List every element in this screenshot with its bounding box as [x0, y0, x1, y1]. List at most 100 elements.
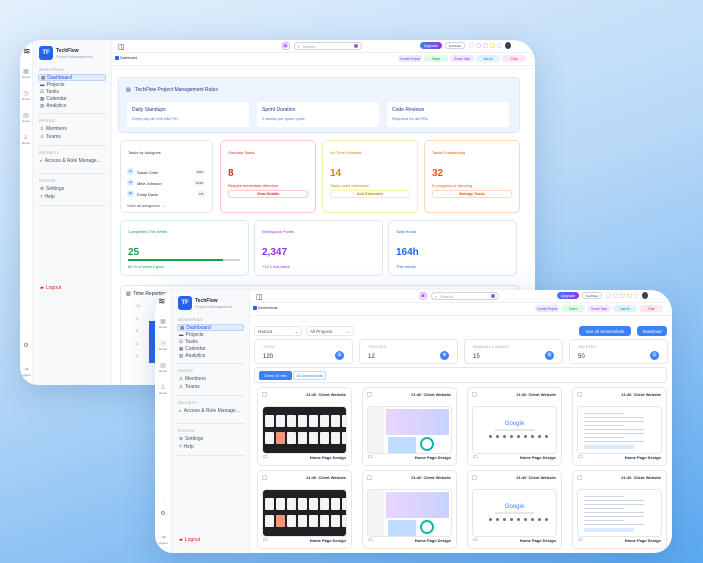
sidebar-item-calendar[interactable]: ▦ Calendar [38, 95, 106, 102]
sidebar-item-dashboard[interactable]: ▦ Dashboard [177, 324, 244, 331]
select-checkbox[interactable] [577, 392, 582, 397]
app-logo-icon: ≋ [158, 296, 166, 306]
sidebar-item-analytics[interactable]: ▥ Analytics [38, 102, 106, 109]
settings-icon[interactable]: ⚙ [23, 343, 29, 349]
screenshot-task: Home Page Design [414, 455, 451, 460]
sidebar-item-teams[interactable]: ♙ Teams [38, 133, 106, 140]
view-all-assignees-link[interactable]: View all assignees → [127, 203, 165, 208]
chat-button[interactable]: Chat [502, 55, 526, 62]
sidebar-item-help[interactable]: ? Help [38, 193, 106, 200]
bell-icon[interactable]: ♪ [25, 329, 27, 333]
toggle-sidebar-icon[interactable]: ◫ [256, 294, 263, 301]
share-button[interactable]: Share [424, 55, 448, 62]
mail-icon[interactable] [620, 293, 625, 298]
sidebar-item-projects[interactable]: ▬ Projects [177, 331, 244, 338]
rail-grid-button[interactable]: ▦ Home [20, 68, 32, 79]
rail-users-button[interactable]: ♙ Home [20, 134, 32, 145]
sidebar-item-members[interactable]: ♙ Members [38, 125, 106, 132]
search-input[interactable]: ⌕ Search [431, 292, 499, 300]
select-checkbox[interactable] [367, 392, 372, 397]
tab-all-screenshots[interactable]: All Screenshots [293, 371, 326, 380]
gift-icon[interactable] [476, 43, 481, 48]
bell-icon[interactable]: ♪ [162, 497, 164, 501]
calendar-icon[interactable]: ▣ [281, 42, 290, 50]
alert-action-button[interactable]: Manage Tasks [432, 190, 512, 198]
toggle-sidebar-icon[interactable]: ◫ [118, 44, 125, 51]
rail-logout-button[interactable]: ⇥ Logout [155, 534, 171, 545]
screenshot-thumbnail[interactable] [577, 406, 662, 454]
rail-clock-button[interactable]: ◷ Home [20, 90, 32, 101]
logout-button[interactable]: ▰ Logout [38, 284, 61, 291]
stat-card-manually-added: Manually Added 15 ⊠ [464, 339, 563, 364]
create-project-button[interactable]: Create Project [535, 305, 559, 312]
sidebar-item-settings[interactable]: ⚙ Settings [38, 185, 106, 192]
info-icon[interactable] [497, 43, 502, 48]
screenshot-thumbnail[interactable] [262, 406, 347, 454]
alert-action-button[interactable]: View Details [228, 190, 308, 198]
alert-action-button[interactable]: Add Estimates [330, 190, 410, 198]
sidebar-item-tasks[interactable]: ☑ Tasks [177, 338, 244, 345]
screenshot-thumbnail[interactable]: Google [472, 406, 557, 454]
sidebar-item-tasks[interactable]: ☑ Tasks [38, 88, 106, 95]
sidebar-item-dashboard[interactable]: ▦ Dashboard [38, 74, 106, 81]
rail-file-button[interactable]: ▤ Home [155, 362, 171, 373]
gift-icon[interactable] [613, 293, 618, 298]
select-checkbox[interactable] [262, 475, 267, 480]
screenshot-thumbnail[interactable]: Google [472, 489, 557, 537]
screenshot-thumbnail[interactable] [367, 489, 452, 537]
smart-task-button[interactable]: Smart Task [450, 55, 474, 62]
sidebar-item-settings[interactable]: ⚙ Settings [177, 435, 244, 442]
select-checkbox[interactable] [262, 392, 267, 397]
workspace-switcher[interactable]: TechFlow [445, 42, 465, 49]
smart-task-button[interactable]: Smart Task [587, 305, 611, 312]
rail-logout-button[interactable]: ⇥ Logout [20, 366, 32, 377]
sidebar-item-access[interactable]: ◐ Access & Role Manage... [38, 157, 106, 164]
rail-users-button[interactable]: ♙ Home [155, 384, 171, 395]
select-checkbox[interactable] [367, 475, 372, 480]
see-all-screenshots-button[interactable]: See All Screenshots [579, 326, 631, 336]
avatar[interactable] [642, 292, 648, 299]
nav-icon: ▬ [179, 332, 184, 337]
sidebar-item-teams[interactable]: ♙ Teams [177, 383, 244, 390]
select-checkbox[interactable] [577, 475, 582, 480]
sun-icon[interactable] [490, 43, 495, 48]
grid-icon[interactable] [469, 43, 474, 48]
chat-button[interactable]: Chat [639, 305, 663, 312]
screenshot-thumbnail[interactable] [262, 489, 347, 537]
download-button[interactable]: Download [637, 326, 667, 336]
logout-button[interactable]: ▰ Logout [177, 536, 200, 543]
mail-icon[interactable] [483, 43, 488, 48]
sidebar-item-members[interactable]: ♙ Members [177, 375, 244, 382]
assignee-name: Mike Johnson [137, 180, 162, 186]
info-icon[interactable] [634, 293, 639, 298]
select-checkbox[interactable] [472, 475, 477, 480]
settings-icon[interactable]: ⚙ [160, 511, 166, 517]
search-input[interactable]: ⌕ Search [293, 42, 362, 50]
sidebar-item-access[interactable]: ◐ Access & Role Manage... [177, 407, 244, 414]
tab-every-10-min[interactable]: Every 10 min [259, 371, 292, 380]
create-project-button[interactable]: Create Project [398, 55, 422, 62]
share-button[interactable]: Share [561, 305, 585, 312]
ask-ai-button[interactable]: Ask AI [476, 55, 500, 62]
nav-icon: ◐ [179, 408, 182, 413]
workspace-switcher[interactable]: TechFlow [582, 292, 602, 299]
sun-icon[interactable] [627, 293, 632, 298]
screenshot-thumbnail[interactable] [577, 489, 662, 537]
project-filter-dropdown[interactable]: All Projects ⌄ [306, 326, 354, 336]
sidebar-item-calendar[interactable]: ▦ Calendar [177, 345, 244, 352]
grid-icon[interactable] [606, 293, 611, 298]
rail-grid-button[interactable]: ▦ Home [155, 318, 171, 329]
user-filter-dropdown[interactable]: Hamza ⌄ [254, 326, 302, 336]
calendar-icon[interactable]: ▣ [419, 292, 427, 300]
upgrade-button[interactable]: Upgrade [557, 292, 579, 299]
sidebar-item-help[interactable]: ? Help [177, 443, 244, 450]
ask-ai-button[interactable]: Ask AI [613, 305, 637, 312]
screenshot-thumbnail[interactable] [367, 406, 452, 454]
avatar[interactable] [505, 42, 511, 49]
sidebar-item-projects[interactable]: ▬ Projects [38, 81, 106, 88]
upgrade-button[interactable]: Upgrade [420, 42, 442, 49]
rail-file-button[interactable]: ▤ Home [20, 112, 32, 123]
sidebar-item-analytics[interactable]: ▥ Analytics [177, 352, 244, 359]
select-checkbox[interactable] [472, 392, 477, 397]
rail-clock-button[interactable]: ◷ Home [155, 340, 171, 351]
